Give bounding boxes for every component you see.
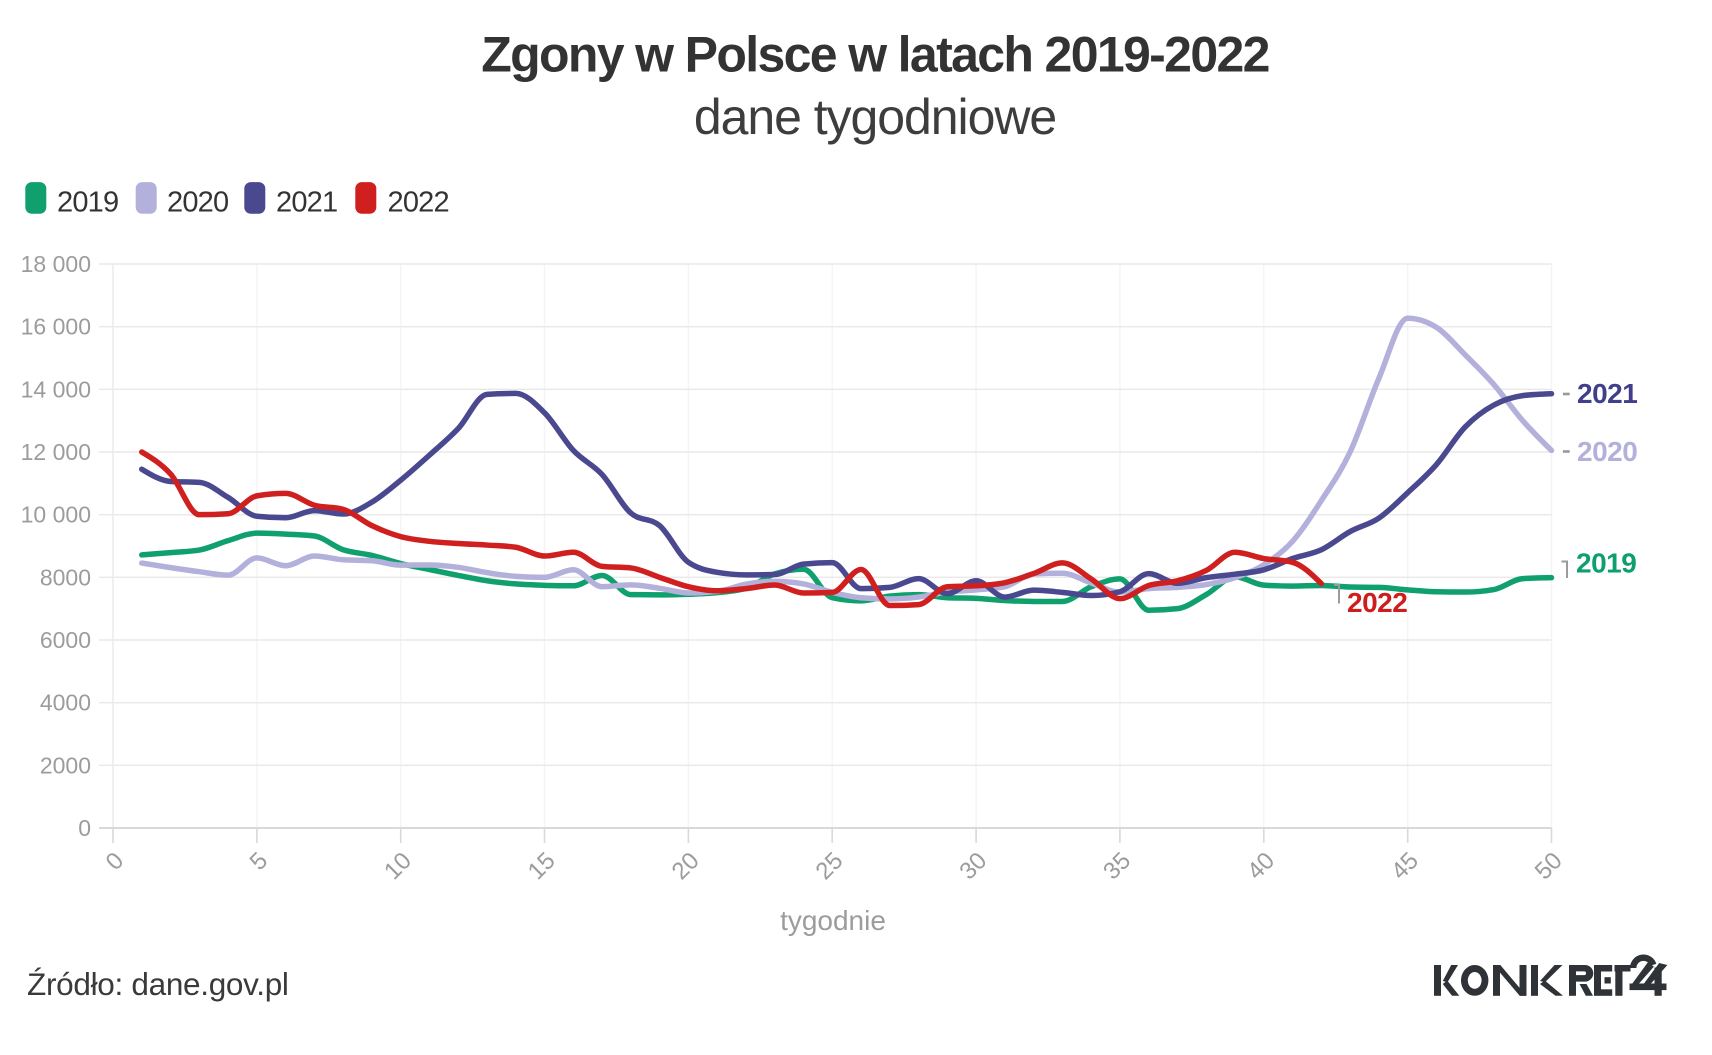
svg-text:0: 0 [78,815,91,841]
svg-text:Źródło: dane.gov.pl: Źródło: dane.gov.pl [27,966,289,1002]
svg-text:10 000: 10 000 [21,502,91,528]
svg-text:8000: 8000 [40,564,91,590]
svg-text:14 000: 14 000 [21,376,91,402]
svg-text:Zgony w Polsce w latach 2019-2: Zgony w Polsce w latach 2019-2022 [481,27,1269,83]
svg-text:4000: 4000 [40,690,91,716]
svg-text:tygodnie: tygodnie [780,905,886,936]
svg-text:2020: 2020 [167,187,228,219]
svg-text:16 000: 16 000 [21,314,91,340]
svg-text:2022: 2022 [1347,587,1407,618]
svg-text:2000: 2000 [40,752,91,778]
svg-text:2022: 2022 [388,187,449,219]
svg-text:6000: 6000 [40,627,91,653]
svg-text:2021: 2021 [276,187,337,219]
svg-text:2019: 2019 [57,187,118,219]
svg-text:12 000: 12 000 [21,439,91,465]
svg-text:2020: 2020 [1577,436,1637,467]
svg-text:18 000: 18 000 [21,251,91,277]
svg-text:2019: 2019 [1576,548,1636,579]
svg-text:2021: 2021 [1577,378,1637,409]
svg-text:dane tygodniowe: dane tygodniowe [694,89,1056,145]
